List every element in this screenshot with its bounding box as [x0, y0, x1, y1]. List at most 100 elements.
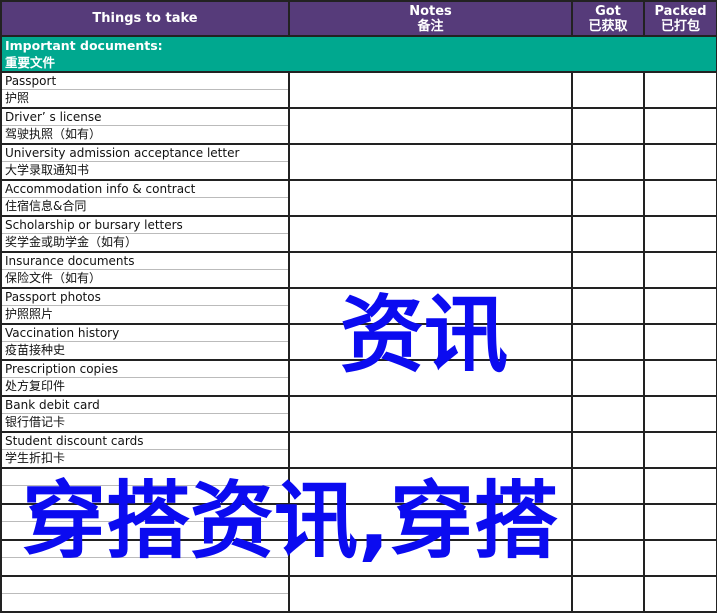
got-cell[interactable]	[571, 467, 645, 505]
item-zh	[2, 522, 288, 538]
got-cell[interactable]	[571, 215, 645, 253]
item-zh: 驾驶执照（如有）	[5, 127, 102, 141]
item-en	[2, 505, 288, 522]
item-zh: 保险文件（如有）	[5, 271, 102, 285]
item-zh	[2, 558, 288, 574]
item-en	[2, 577, 288, 594]
notes-cell[interactable]	[288, 359, 573, 397]
table-row: Scholarship or bursary letters 奖学金或助学金（如有…	[0, 215, 717, 253]
item-zh: 奖学金或助学金（如有）	[5, 235, 138, 249]
header-row: Things to take Notes 备注 Got 已获取 Packed 已打包	[0, 0, 717, 37]
packed-cell[interactable]	[643, 179, 717, 217]
item-zh	[2, 486, 288, 502]
got-cell[interactable]	[571, 395, 645, 433]
packed-cell[interactable]	[643, 71, 717, 109]
item-cell: Scholarship or bursary letters 奖学金或助学金（如有…	[0, 215, 290, 253]
header-packed: Packed 已打包	[643, 0, 717, 37]
packed-cell[interactable]	[643, 323, 717, 361]
notes-cell[interactable]	[288, 251, 573, 289]
notes-cell[interactable]	[288, 215, 573, 253]
packed-cell[interactable]	[643, 431, 717, 469]
table-row: Accommodation info & contract 住宿信息&合同	[0, 179, 717, 217]
notes-cell[interactable]	[288, 287, 573, 325]
table-row: Driver’ s license 驾驶执照（如有）	[0, 107, 717, 145]
notes-cell[interactable]	[288, 107, 573, 145]
table-row: Prescription copies 处方复印件	[0, 359, 717, 397]
packed-cell[interactable]	[643, 215, 717, 253]
table-row	[0, 539, 717, 577]
item-cell: Passport photos 护照照片	[0, 287, 290, 325]
item-en: Passport	[2, 73, 288, 90]
got-cell[interactable]	[571, 359, 645, 397]
item-en	[2, 469, 288, 486]
got-cell[interactable]	[571, 539, 645, 577]
packed-cell[interactable]	[643, 467, 717, 505]
item-en: University admission acceptance letter	[2, 145, 288, 162]
notes-cell[interactable]	[288, 323, 573, 361]
packed-cell[interactable]	[643, 395, 717, 433]
packed-cell[interactable]	[643, 539, 717, 577]
item-cell: Accommodation info & contract 住宿信息&合同	[0, 179, 290, 217]
packed-cell[interactable]	[643, 575, 717, 613]
table-row: Bank debit card 银行借记卡	[0, 395, 717, 433]
section-row: Important documents: 重要文件	[0, 35, 717, 73]
got-cell[interactable]	[571, 575, 645, 613]
section-cell: Important documents: 重要文件	[0, 35, 717, 73]
item-en: Bank debit card	[2, 397, 288, 414]
packed-cell[interactable]	[643, 143, 717, 181]
table-row	[0, 575, 717, 613]
item-en: Student discount cards	[2, 433, 288, 450]
packed-cell[interactable]	[643, 287, 717, 325]
got-cell[interactable]	[571, 251, 645, 289]
got-cell[interactable]	[571, 431, 645, 469]
got-cell[interactable]	[571, 323, 645, 361]
got-cell[interactable]	[571, 287, 645, 325]
item-cell	[0, 539, 290, 577]
got-cell[interactable]	[571, 179, 645, 217]
item-zh: 大学录取通知书	[5, 163, 90, 177]
item-cell: Driver’ s license 驾驶执照（如有）	[0, 107, 290, 145]
table-row	[0, 503, 717, 541]
header-things: Things to take	[0, 0, 290, 37]
notes-cell[interactable]	[288, 395, 573, 433]
got-cell[interactable]	[571, 71, 645, 109]
header-notes: Notes 备注	[288, 0, 573, 37]
notes-cell[interactable]	[288, 467, 573, 505]
item-cell	[0, 575, 290, 613]
notes-cell[interactable]	[288, 575, 573, 613]
notes-cell[interactable]	[288, 539, 573, 577]
notes-cell[interactable]	[288, 143, 573, 181]
item-en: Accommodation info & contract	[2, 181, 288, 198]
item-zh: 护照	[5, 91, 30, 105]
item-en: Prescription copies	[2, 361, 288, 378]
item-en: Driver’ s license	[2, 109, 288, 126]
item-cell: Student discount cards 学生折扣卡	[0, 431, 290, 469]
notes-cell[interactable]	[288, 71, 573, 109]
table-row: Student discount cards 学生折扣卡	[0, 431, 717, 469]
notes-cell[interactable]	[288, 503, 573, 541]
got-cell[interactable]	[571, 143, 645, 181]
item-zh: 银行借记卡	[5, 415, 66, 429]
item-zh: 住宿信息&合同	[5, 199, 87, 213]
item-en	[2, 541, 288, 558]
table-row: Passport photos 护照照片	[0, 287, 717, 325]
packed-cell[interactable]	[643, 107, 717, 145]
item-en: Vaccination history	[2, 325, 288, 342]
item-cell: Prescription copies 处方复印件	[0, 359, 290, 397]
notes-cell[interactable]	[288, 179, 573, 217]
got-cell[interactable]	[571, 503, 645, 541]
packed-cell[interactable]	[643, 503, 717, 541]
item-en: Insurance documents	[2, 253, 288, 270]
item-zh: 护照照片	[5, 307, 54, 321]
item-cell: Bank debit card 银行借记卡	[0, 395, 290, 433]
packed-cell[interactable]	[643, 251, 717, 289]
got-cell[interactable]	[571, 107, 645, 145]
item-zh: 处方复印件	[5, 379, 66, 393]
table-row: University admission acceptance letter 大学…	[0, 143, 717, 181]
item-cell: Insurance documents 保险文件（如有）	[0, 251, 290, 289]
item-zh: 疫苗接种史	[5, 343, 66, 357]
notes-cell[interactable]	[288, 431, 573, 469]
item-cell: University admission acceptance letter 大学…	[0, 143, 290, 181]
packed-cell[interactable]	[643, 359, 717, 397]
